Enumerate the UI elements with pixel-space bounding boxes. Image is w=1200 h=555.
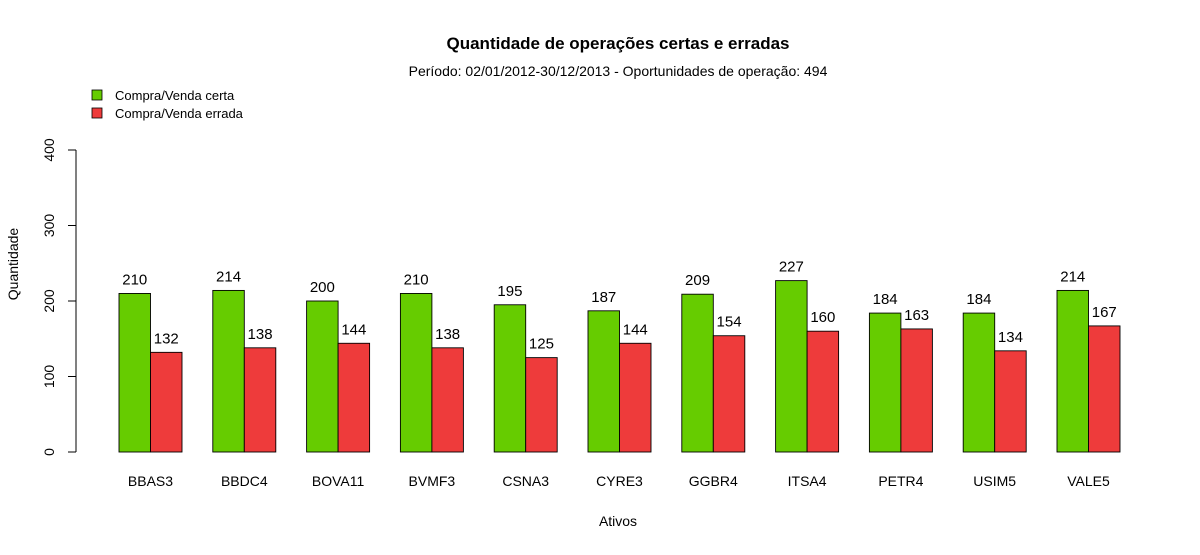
data-label-errada: 163 <box>904 307 929 324</box>
data-label-certa: 195 <box>497 283 522 300</box>
bar-certa <box>587 310 620 453</box>
bar-errada <box>150 351 183 453</box>
data-label-errada: 167 <box>1092 304 1117 321</box>
x-category-label: PETR4 <box>878 473 923 489</box>
data-label-certa: 214 <box>1060 268 1085 285</box>
x-category-label: VALE5 <box>1067 473 1110 489</box>
bar-certa <box>118 293 151 453</box>
bar-errada <box>900 328 933 453</box>
bar-errada <box>525 357 558 453</box>
x-category-labels: BBAS3 BBDC4 BOVA11 BVMF3 CSNA3 CYRE3 GGBR4 ITSA… <box>128 473 1110 489</box>
x-axis-label: Ativos <box>599 513 637 529</box>
bar-certa <box>493 304 527 453</box>
y-tick-label: 300 <box>41 214 57 238</box>
data-label-certa: 187 <box>591 289 616 306</box>
bar-certa <box>1056 289 1089 453</box>
x-category-label: BBDC4 <box>221 473 268 489</box>
x-category-label: GGBR4 <box>689 473 738 489</box>
bar-errada <box>712 335 746 453</box>
bar-errada <box>1088 325 1121 453</box>
data-label-errada: 144 <box>341 321 366 338</box>
bar-certa <box>962 312 996 453</box>
bars <box>118 280 1121 453</box>
bar-certa <box>212 289 245 453</box>
data-label-certa: 214 <box>216 268 241 285</box>
bar-errada <box>431 347 464 453</box>
x-category-label: BBAS3 <box>128 473 173 489</box>
bar-errada <box>806 330 840 453</box>
data-label-errada: 125 <box>529 336 554 353</box>
data-label-certa: 209 <box>685 272 710 289</box>
legend-swatch-errada <box>91 107 103 119</box>
data-label-errada: 138 <box>248 326 273 343</box>
data-label-certa: 227 <box>779 259 804 276</box>
data-label-certa: 210 <box>122 271 147 288</box>
legend-swatch-certa <box>91 89 103 101</box>
data-label-errada: 144 <box>623 321 648 338</box>
y-axis-label: Quantidade <box>5 228 21 301</box>
y-tick-label: 200 <box>41 289 57 313</box>
bar-certa <box>868 312 902 453</box>
bar-errada <box>337 342 371 453</box>
bar-errada <box>619 342 652 453</box>
x-category-label: ITSA4 <box>788 473 827 489</box>
bar-certa <box>306 300 339 453</box>
y-tick-label: 400 <box>41 138 57 162</box>
x-category-label: BVMF3 <box>409 473 456 489</box>
x-category-label: USIM5 <box>973 473 1016 489</box>
y-tick-label: 100 <box>41 365 57 389</box>
data-label-errada: 134 <box>998 329 1023 346</box>
bar-errada <box>243 347 277 453</box>
legend-label-errada: Compra/Venda errada <box>115 106 244 121</box>
x-category-label: CYRE3 <box>596 473 643 489</box>
bar-errada <box>994 350 1027 453</box>
x-category-label: BOVA11 <box>312 473 365 489</box>
bar-certa <box>399 293 433 453</box>
bar-certa <box>775 280 808 453</box>
data-label-errada: 160 <box>810 309 835 326</box>
data-label-certa: 184 <box>873 291 898 308</box>
y-axis: 0 100 200 300 400 <box>41 138 77 456</box>
data-label-certa: 210 <box>404 271 429 288</box>
data-labels: 210 132 214 138 200 144 210 138 195 125 187 144 209 1… <box>122 259 1117 353</box>
legend: Compra/Venda certa Compra/Venda errada <box>91 88 244 121</box>
y-tick-label: 0 <box>41 448 57 456</box>
bar-certa <box>681 293 714 453</box>
data-label-certa: 184 <box>966 291 991 308</box>
data-label-errada: 132 <box>154 330 179 347</box>
x-category-label: CSNA3 <box>502 473 549 489</box>
data-label-errada: 154 <box>717 314 742 331</box>
chart-subtitle: Período: 02/01/2012-30/12/2013 - Oportun… <box>409 63 828 79</box>
data-label-certa: 200 <box>310 279 335 296</box>
legend-label-certa: Compra/Venda certa <box>115 88 235 103</box>
data-label-errada: 138 <box>435 326 460 343</box>
chart-title: Quantidade de operações certas e erradas <box>447 34 790 53</box>
